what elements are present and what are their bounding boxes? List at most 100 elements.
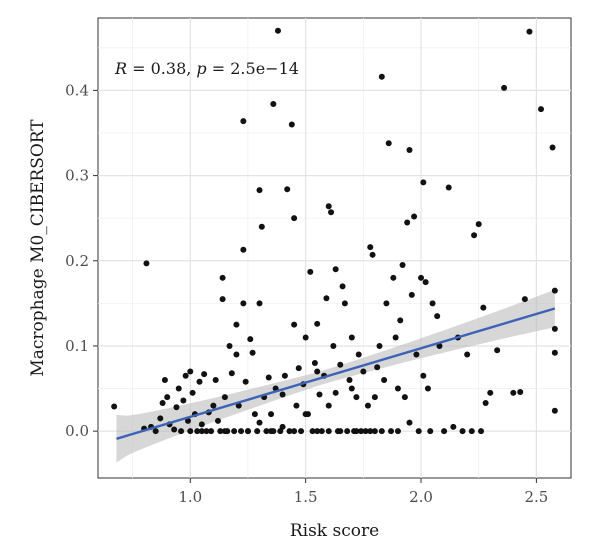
data-point: [247, 336, 253, 342]
data-point: [420, 179, 426, 185]
data-point: [240, 300, 246, 306]
y-axis-label: Macrophage M0_CIBERSORT: [28, 119, 48, 377]
data-point: [397, 317, 403, 323]
data-point: [199, 421, 205, 427]
x-tick-label: 2.0: [409, 488, 433, 506]
data-point: [323, 295, 329, 301]
data-point: [464, 351, 470, 357]
data-point: [376, 343, 382, 349]
data-point: [284, 186, 290, 192]
data-point: [222, 394, 228, 400]
data-point: [293, 403, 299, 409]
data-point: [552, 326, 558, 332]
data-point: [291, 215, 297, 221]
data-point: [395, 386, 401, 392]
data-point: [245, 428, 251, 434]
data-point: [360, 369, 366, 375]
data-point: [199, 428, 205, 434]
x-tick-label: 1.5: [294, 488, 318, 506]
data-point: [356, 351, 362, 357]
data-point: [404, 219, 410, 225]
data-point: [162, 377, 168, 383]
data-point: [420, 373, 426, 379]
data-point: [367, 244, 373, 250]
data-point: [289, 121, 295, 127]
data-point: [183, 373, 189, 379]
data-point: [413, 351, 419, 357]
data-point: [333, 390, 339, 396]
data-point: [326, 203, 332, 209]
data-point: [395, 428, 401, 434]
data-point: [411, 213, 417, 219]
data-point: [298, 428, 304, 434]
data-point: [409, 292, 415, 298]
data-point: [326, 403, 332, 409]
data-point: [471, 232, 477, 238]
data-point: [522, 296, 528, 302]
data-point: [173, 404, 179, 410]
data-point: [342, 300, 348, 306]
data-point: [240, 247, 246, 253]
data-point: [233, 322, 239, 328]
y-tick-label: 0.1: [65, 337, 89, 355]
data-point: [353, 428, 359, 434]
annotation-r-label: R: [114, 59, 127, 78]
data-point: [425, 386, 431, 392]
annotation-p-value: = 2.5e−14: [207, 59, 299, 78]
data-point: [434, 313, 440, 319]
data-point: [374, 364, 380, 370]
data-point: [296, 365, 302, 371]
data-point: [303, 411, 309, 417]
data-point: [333, 266, 339, 272]
x-tick-label: 2.5: [524, 488, 548, 506]
data-point: [238, 428, 244, 434]
data-point: [187, 369, 193, 375]
annotation-text: R = 0.38, p = 2.5e−14: [114, 59, 299, 78]
data-point: [476, 221, 482, 227]
data-point: [208, 428, 214, 434]
data-point: [446, 185, 452, 191]
data-point: [111, 403, 117, 409]
data-point: [314, 321, 320, 327]
data-point: [314, 369, 320, 375]
data-point: [213, 377, 219, 383]
data-point: [552, 350, 558, 356]
data-point: [469, 428, 475, 434]
data-point: [372, 394, 378, 400]
data-point: [388, 428, 394, 434]
data-point: [337, 362, 343, 368]
annotation-p-label: p: [196, 59, 206, 78]
data-point: [337, 428, 343, 434]
data-point: [307, 269, 313, 275]
data-point: [160, 400, 166, 406]
data-point: [517, 389, 523, 395]
data-point: [526, 29, 532, 35]
data-point: [460, 428, 466, 434]
data-point: [201, 371, 207, 377]
data-point: [259, 224, 265, 230]
data-point: [550, 144, 556, 150]
data-point: [423, 279, 429, 285]
data-point: [303, 334, 309, 340]
data-point: [257, 420, 263, 426]
data-point: [231, 428, 237, 434]
data-point: [416, 428, 422, 434]
data-point: [270, 101, 276, 107]
data-point: [220, 275, 226, 281]
data-point: [210, 403, 216, 409]
data-point: [427, 428, 433, 434]
data-point: [233, 351, 239, 357]
data-point: [552, 408, 558, 414]
data-point: [478, 428, 484, 434]
data-point: [280, 392, 286, 398]
data-point: [353, 394, 359, 400]
data-point: [400, 262, 406, 268]
data-point: [344, 428, 350, 434]
data-point: [365, 403, 371, 409]
data-point: [340, 283, 346, 289]
data-point: [268, 428, 274, 434]
x-axis-label: Risk score: [290, 521, 379, 541]
y-tick-label: 0.3: [65, 167, 89, 185]
data-point: [164, 394, 170, 400]
y-tick-label: 0.2: [65, 252, 89, 270]
